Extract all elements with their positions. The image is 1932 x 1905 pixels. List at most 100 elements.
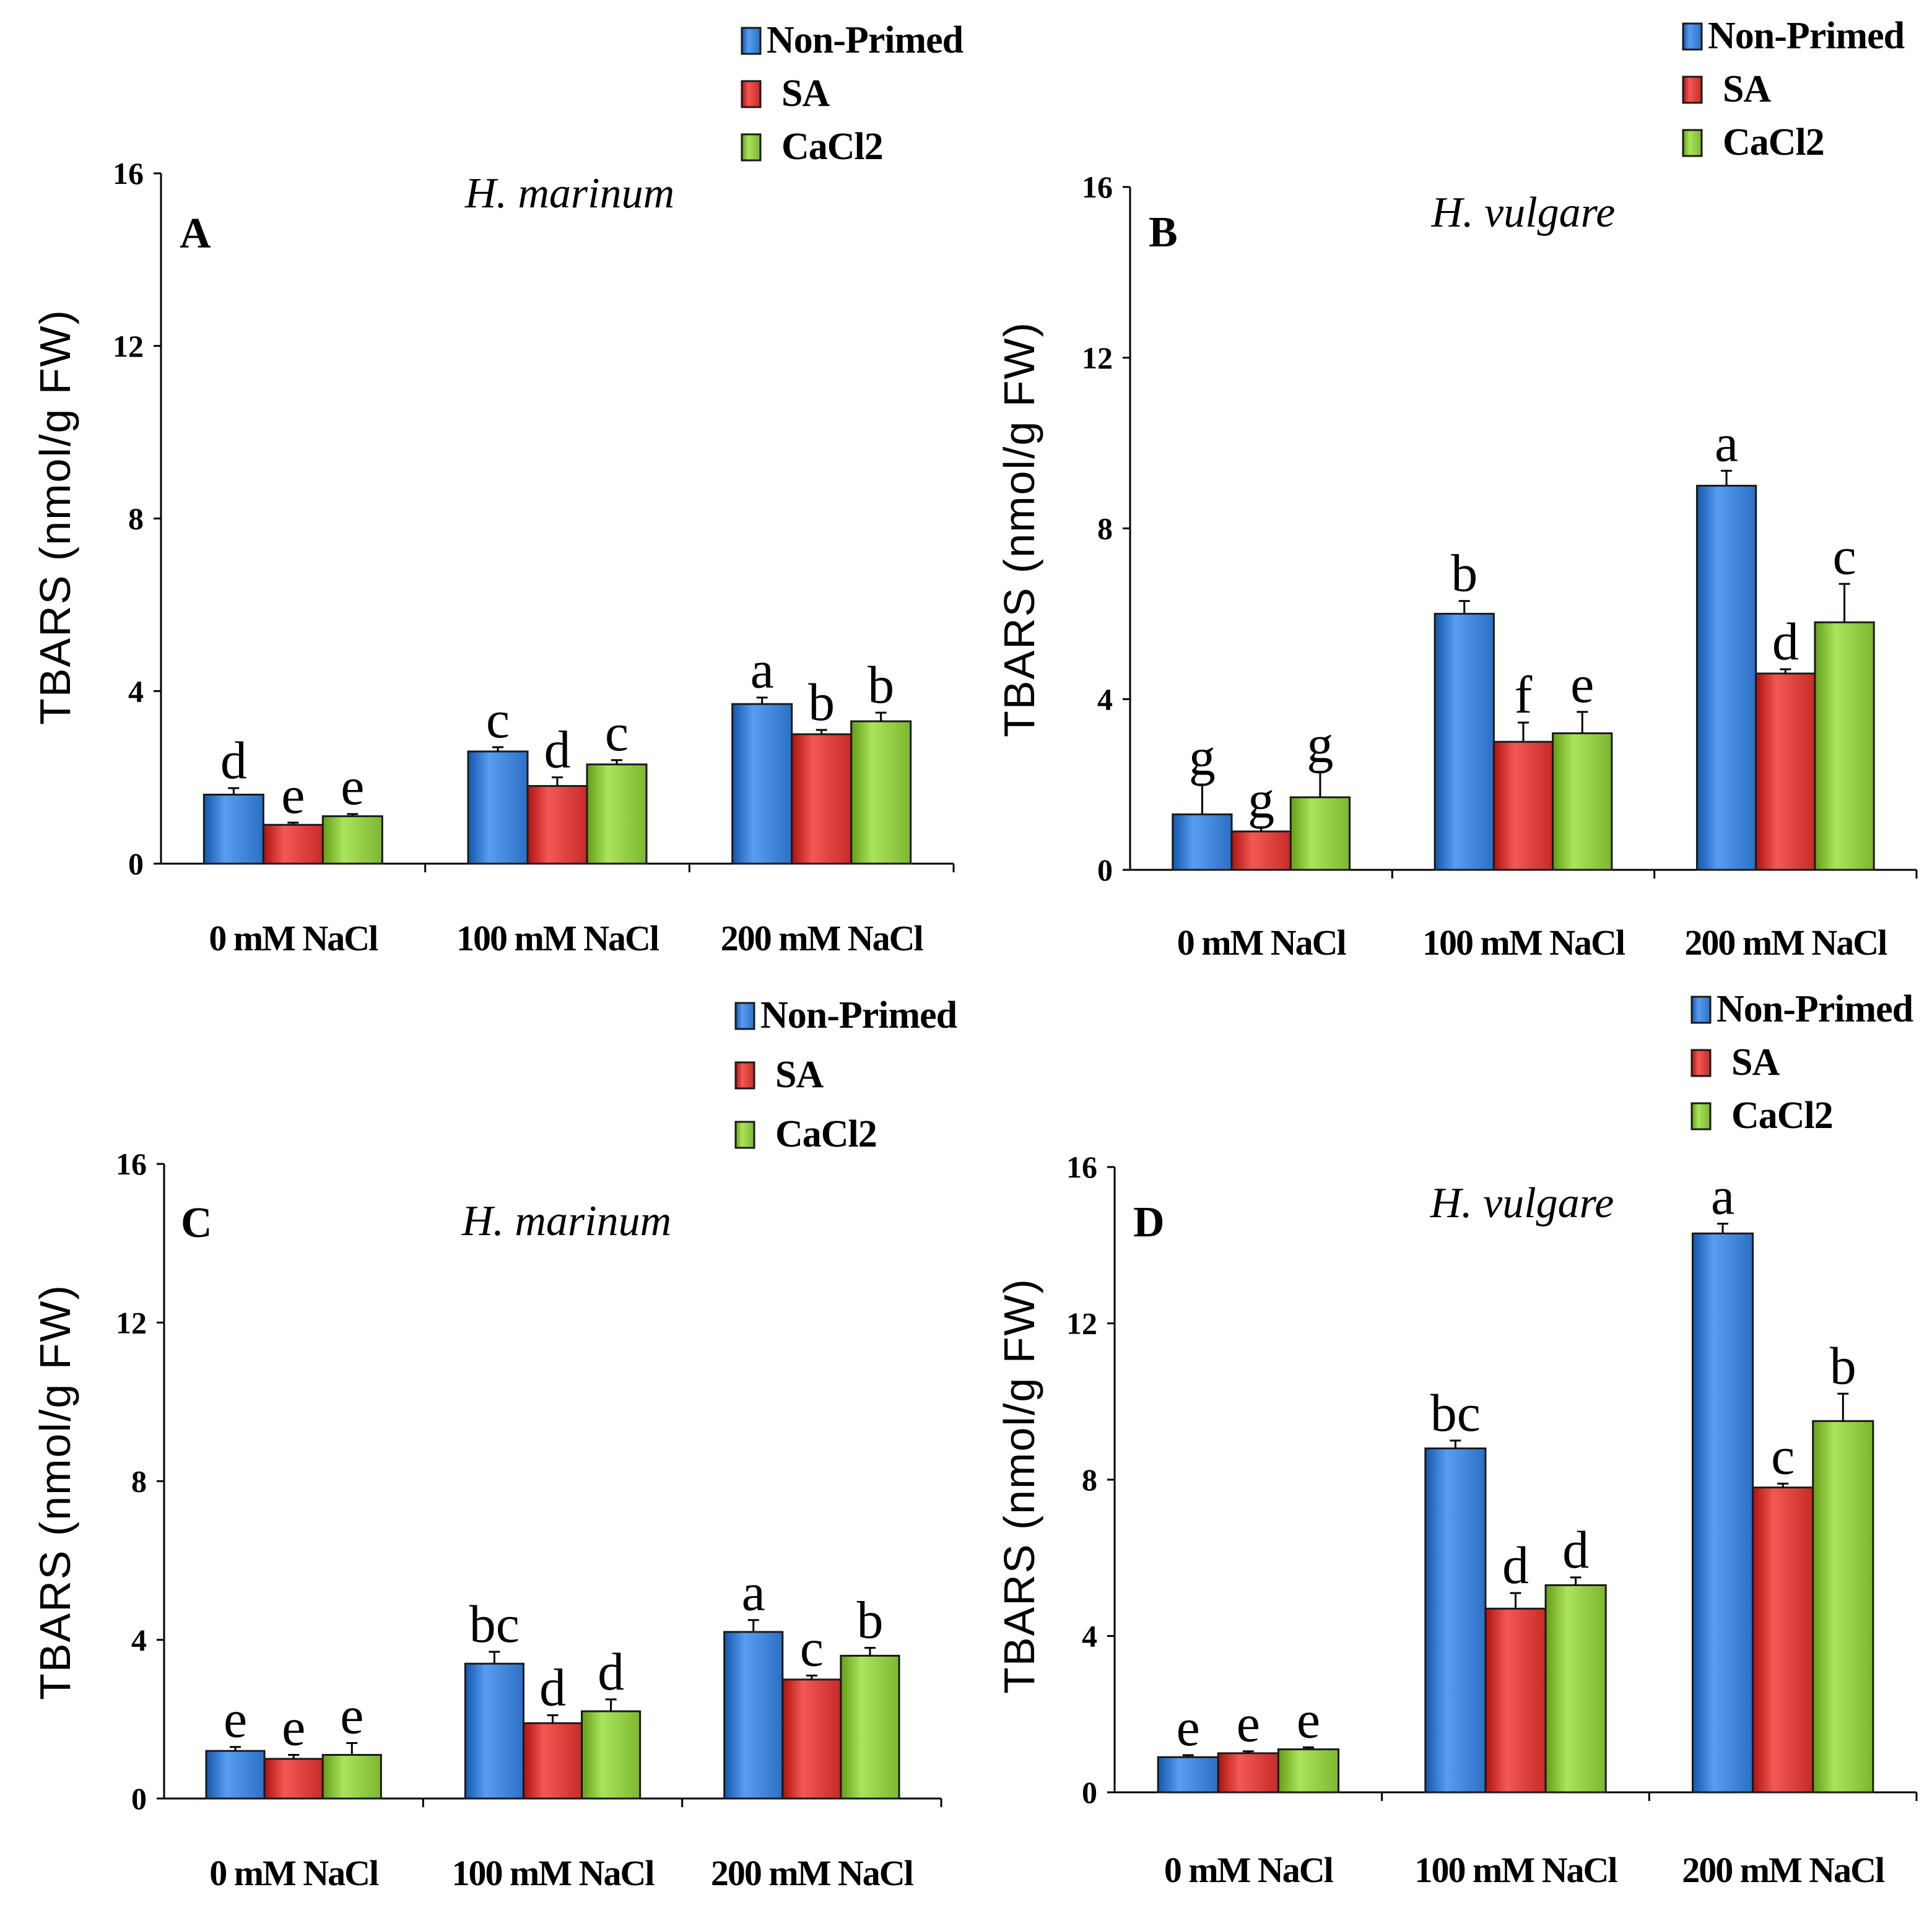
significance-label: bc xyxy=(1430,1383,1481,1443)
bar-sa-1 xyxy=(262,823,324,865)
x-category-label: 100 mM NaCl xyxy=(456,918,659,958)
x-category-label: 200 mM NaCl xyxy=(1684,922,1887,963)
significance-label: g xyxy=(1189,727,1216,786)
significance-label: d xyxy=(1772,612,1799,671)
significance-label: e xyxy=(1177,1698,1200,1757)
y-axis-label: TBARS (nmol/g FW) xyxy=(995,321,1043,737)
bar-sa-2 xyxy=(522,1722,583,1800)
significance-label: d xyxy=(598,1642,624,1701)
y-tick-label: 8 xyxy=(128,501,144,536)
y-tick-label: 16 xyxy=(1066,1150,1097,1184)
legend-label: SA xyxy=(1731,1041,1780,1083)
bar-non-primed-1 xyxy=(205,1750,266,1800)
significance-label: d xyxy=(1502,1535,1529,1595)
legend-swatch-sa xyxy=(741,80,762,108)
bar-cacl2-1 xyxy=(1289,796,1351,871)
legend: Non-Primed SA CaCl2 xyxy=(1690,988,1914,1137)
y-tick-label: 0 xyxy=(131,1781,147,1816)
legend-label: SA xyxy=(781,72,830,115)
bar-sa-1 xyxy=(1230,830,1292,871)
legend-label: SA xyxy=(775,1054,824,1096)
bar-non-primed-2 xyxy=(1434,612,1495,871)
significance-label: b xyxy=(856,1590,883,1650)
y-tick-label: 0 xyxy=(1097,853,1113,887)
bar-non-primed-1 xyxy=(202,794,264,865)
legend-label: Non-Primed xyxy=(1717,988,1913,1030)
y-tick-label: 16 xyxy=(116,1147,147,1181)
significance-label: c xyxy=(605,703,629,762)
y-tick-label: 4 xyxy=(1082,1619,1097,1654)
y-tick-label: 12 xyxy=(1066,1306,1097,1341)
significance-label: c xyxy=(800,1618,824,1677)
panel-letter: D xyxy=(1133,1199,1165,1246)
y-tick-label: 16 xyxy=(113,156,144,191)
x-category-label: 0 mM NaCl xyxy=(209,1853,379,1893)
bar-non-primed-3 xyxy=(1691,1232,1754,1794)
legend: Non-Primed SA CaCl2 xyxy=(734,994,958,1155)
significance-label: b xyxy=(868,655,894,714)
legend-swatch-sa xyxy=(1690,1049,1712,1077)
legend-label: CaCl2 xyxy=(1731,1095,1833,1137)
significance-label: e xyxy=(281,765,305,825)
bar-sa-1 xyxy=(263,1758,324,1800)
x-category-label: 0 mM NaCl xyxy=(209,918,378,958)
x-category-label: 0 mM NaCl xyxy=(1177,922,1347,963)
bar-non-primed-3 xyxy=(1695,485,1757,871)
y-tick-label: 4 xyxy=(128,674,144,708)
bar-sa-3 xyxy=(791,733,853,865)
bar-non-primed-3 xyxy=(723,1631,784,1800)
significance-label: d xyxy=(544,720,571,779)
bar-sa-2 xyxy=(526,785,588,865)
bar-cacl2-3 xyxy=(850,720,912,865)
legend-label: CaCl2 xyxy=(781,126,883,168)
panel-letter: B xyxy=(1149,209,1178,256)
legend-swatch-cacl2 xyxy=(1690,1102,1712,1130)
significance-label: a xyxy=(742,1563,765,1622)
legend-label: Non-Primed xyxy=(1708,15,1905,57)
bar-sa-2 xyxy=(1484,1607,1547,1794)
significance-label: d xyxy=(1562,1520,1589,1579)
significance-label: b xyxy=(808,672,835,732)
x-category-label: 100 mM NaCl xyxy=(452,1853,655,1893)
species-title: H. vulgare xyxy=(1430,1179,1614,1227)
y-axis-label: TBARS (nmol/g FW) xyxy=(31,309,79,725)
x-category-label: 100 mM NaCl xyxy=(1422,922,1625,963)
bar-sa-3 xyxy=(1755,672,1816,871)
significance-label: e xyxy=(224,1690,247,1749)
bar-non-primed-2 xyxy=(1424,1447,1487,1794)
y-tick-label: 0 xyxy=(128,846,144,881)
significance-label: c xyxy=(1832,526,1856,586)
significance-label: a xyxy=(1711,1166,1734,1226)
bar-cacl2-3 xyxy=(840,1654,900,1800)
legend-swatch-sa xyxy=(734,1061,755,1090)
bar-sa-1 xyxy=(1217,1752,1279,1794)
y-tick-label: 8 xyxy=(131,1464,147,1499)
y-axis-label: TBARS (nmol/g FW) xyxy=(31,1284,79,1700)
y-tick-label: 4 xyxy=(131,1623,147,1657)
legend-swatch-cacl2 xyxy=(734,1121,755,1149)
bar-non-primed-2 xyxy=(467,750,529,865)
legend-swatch-non-primed xyxy=(741,27,762,55)
legend: Non-Primed SA CaCl2 xyxy=(1682,15,1905,163)
legend-label: CaCl2 xyxy=(1723,121,1824,163)
bar-cacl2-2 xyxy=(1544,1584,1607,1794)
x-category-label: 200 mM NaCl xyxy=(711,1853,914,1893)
significance-label: c xyxy=(486,690,510,749)
bar-cacl2-3 xyxy=(1812,1420,1874,1794)
significance-label: b xyxy=(1451,544,1477,603)
significance-label: c xyxy=(1771,1426,1795,1485)
legend-swatch-cacl2 xyxy=(741,133,762,162)
legend-swatch-non-primed xyxy=(734,1002,755,1030)
bar-sa-2 xyxy=(1492,740,1554,871)
bar-non-primed-1 xyxy=(1172,813,1233,871)
significance-label: a xyxy=(751,640,774,700)
species-title: H. marinum xyxy=(464,170,674,217)
legend-label: SA xyxy=(1723,68,1771,110)
bar-sa-3 xyxy=(781,1678,842,1800)
bar-non-primed-1 xyxy=(1157,1756,1219,1794)
bar-cacl2-2 xyxy=(586,763,648,865)
